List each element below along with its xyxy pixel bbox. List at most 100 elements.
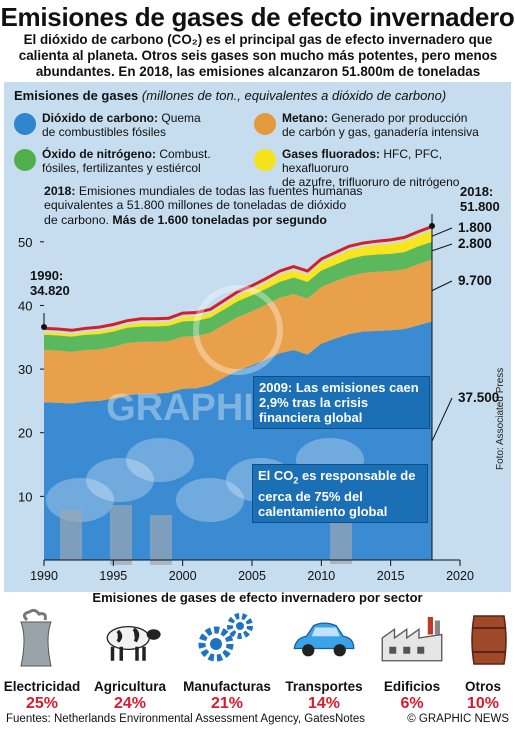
- intro-line-1: El dióxido de carbono (CO₂) es el princi…: [23, 32, 493, 47]
- legend-name: Gases fluorados:: [282, 147, 381, 161]
- power-plant-icon: [20, 608, 52, 667]
- end-label: 1.800: [458, 220, 492, 235]
- copyright-credit: © GRAPHIC NEWS: [407, 713, 509, 725]
- x-tick-label: 2005: [238, 569, 266, 583]
- sector-percent: 10%: [466, 695, 500, 712]
- note-2018-line: Emisiones mundiales de todas las fuentes…: [78, 184, 363, 198]
- end-label-leader: [432, 243, 453, 252]
- barrel-icon: [471, 615, 507, 665]
- smoke-cloud: [86, 458, 154, 502]
- callout-2009: 2009: Las emisiones caen 2,9% tras la cr…: [253, 376, 430, 429]
- note-2018-highlight: Más de 1.600 toneladas por segundo: [112, 212, 327, 227]
- annotation-2018-value: 51.800: [460, 199, 500, 214]
- legend-desc: fósiles, fertilizantes y estiércol: [42, 161, 201, 175]
- annotation-1990-value: 34.820: [30, 283, 70, 298]
- intro-line-2: calienta al planeta. Otros seis gases so…: [18, 48, 498, 63]
- sector-other: Otros 10%: [454, 608, 512, 713]
- legend-name: Dióxido de carbono:: [42, 111, 159, 125]
- x-tick-label: 2010: [307, 569, 335, 583]
- cooling-tower: [60, 510, 82, 560]
- end-label-leader: [431, 397, 453, 441]
- sector-percent: 21%: [210, 695, 244, 712]
- sector-agriculture: Agricultura 24%: [86, 608, 174, 713]
- sector-percent: 24%: [113, 695, 147, 712]
- y-tick-label: 50: [18, 235, 32, 250]
- sector-percent: 25%: [25, 695, 59, 712]
- end-label: 2.800: [458, 236, 492, 251]
- sector-manufacturing: Manufacturas 21%: [178, 608, 276, 713]
- area-gases-fluorados: [44, 230, 433, 337]
- sources-footer: Fuentes: Netherlands Environmental Asses…: [6, 713, 366, 725]
- end-label-leader: [432, 227, 453, 237]
- legend-desc: Generado por producción: [331, 111, 468, 125]
- sector-percent: 6%: [400, 695, 424, 712]
- area--xido-de-nitr-geno: [44, 241, 433, 352]
- x-tick-label: 2020: [446, 569, 474, 583]
- note-2018-line: de carbono.: [44, 212, 109, 227]
- legend-item-co2: Dióxido de carbono: Quema de combustible…: [42, 111, 252, 139]
- sector-buildings: Edificios 6%: [372, 608, 452, 713]
- callout-co2: El CO2 es responsable de cerca de 75% de…: [252, 464, 428, 523]
- legend-subtitle: (millones de ton., equivalentes a dióxid…: [141, 88, 447, 103]
- sector-percent: 14%: [307, 695, 341, 712]
- callout-co2-text: El CO: [258, 468, 294, 483]
- sector-name: Transportes: [285, 679, 363, 694]
- end-label: 37.500: [458, 390, 499, 405]
- legend-item-n2o: Óxido de nitrógeno: Combust. fósiles, fe…: [42, 147, 252, 175]
- cooling-tower: [150, 515, 172, 565]
- x-tick-label: 2000: [169, 569, 197, 583]
- x-tick-label: 1990: [30, 569, 58, 583]
- annotation-1990-dot: [41, 324, 47, 330]
- y-tick-label: 10: [18, 489, 32, 504]
- legend-title: Emisiones de gases: [14, 88, 139, 103]
- area-metano: [44, 259, 433, 404]
- legend-desc: Quema: [161, 111, 201, 125]
- legend-item-fluorinated: Gases fluorados: HFC, PFC, hexafluoruro …: [282, 147, 507, 189]
- sector-transport: Transportes 14%: [278, 608, 370, 713]
- car-icon: [293, 622, 355, 657]
- photo-credit: Foto: Associated Press: [495, 367, 506, 470]
- legend-swatch-methane: [254, 113, 276, 135]
- annotation-2018-year: 2018:: [460, 184, 493, 199]
- factory-icon: [381, 617, 443, 662]
- legend-desc: Combust.: [159, 147, 211, 161]
- y-tick-label: 30: [18, 362, 32, 377]
- smoke-cloud: [126, 438, 194, 482]
- sectors-title: Emisiones de gases de efecto invernadero…: [92, 590, 423, 605]
- legend-desc: de carbón y gas, ganadería intensiva: [282, 125, 479, 139]
- annotation-1990-year: 1990:: [30, 268, 63, 283]
- y-tick-label: 20: [18, 426, 32, 441]
- page-title: Emisiones de gases de efecto invernadero: [0, 2, 515, 32]
- sector-name: Manufacturas: [183, 679, 271, 694]
- cow-icon: [106, 625, 161, 661]
- legend-swatch-fluorinated: [254, 149, 276, 171]
- callout-co2-subscript: 2: [293, 475, 299, 486]
- legend-name: Metano:: [282, 111, 328, 125]
- callout-co2-text: es responsable de cerca de 75% del calen…: [258, 468, 416, 519]
- legend-desc: HFC, PFC, hexafluoruro: [282, 147, 443, 175]
- note-2018-label: 2018:: [44, 184, 76, 198]
- gears-icon: [198, 613, 253, 662]
- intro-line-3: abundantes. En 2018, las emisiones alcan…: [35, 64, 481, 79]
- sector-name: Otros: [464, 679, 501, 694]
- sector-name: Edificios: [383, 679, 441, 694]
- y-tick-label: 40: [18, 298, 32, 313]
- legend-name: Óxido de nitrógeno:: [42, 147, 156, 161]
- legend-swatch-n2o: [14, 149, 36, 171]
- note-2018-line: equivalentes a 51.800 millones de tonela…: [44, 198, 347, 213]
- gn-logo-icon: [193, 285, 283, 375]
- note-2018: 2018: Emisiones mundiales de todas las f…: [44, 184, 404, 227]
- cooling-tower: [330, 520, 352, 564]
- total-emissions-line: [43, 225, 433, 332]
- sector-name: Electricidad: [3, 679, 81, 694]
- legend-desc: de combustibles fósiles: [42, 125, 167, 139]
- legend-heading: Emisiones de gases (millones de ton., eq…: [14, 88, 446, 103]
- legend-swatch-co2: [14, 113, 36, 135]
- sector-name: Agricultura: [93, 679, 166, 694]
- x-tick-label: 1995: [99, 569, 127, 583]
- end-label: 9.700: [458, 273, 492, 288]
- end-label-leader: [432, 280, 453, 291]
- sector-electricity: Electricidad 25%: [2, 608, 82, 713]
- smoke-cloud: [176, 478, 244, 522]
- legend-desc: de azufre, trifluoruro de nitrógeno: [282, 175, 460, 189]
